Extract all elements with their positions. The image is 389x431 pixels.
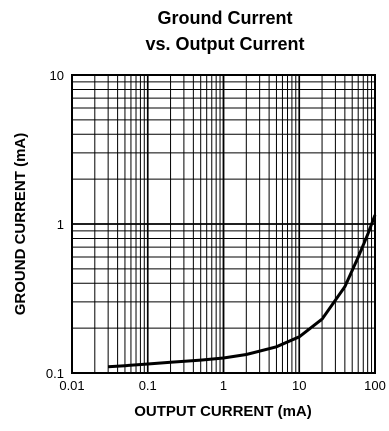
x-tick-label: 10 — [292, 378, 306, 393]
x-tick-label: 0.01 — [59, 378, 84, 393]
x-tick-label: 0.1 — [139, 378, 157, 393]
x-axis-label: OUTPUT CURRENT (mA) — [134, 403, 312, 420]
x-tick-labels: 0.01 0.1 1 10 100 — [59, 378, 386, 393]
y-tick-label: 1 — [57, 217, 64, 232]
series-line — [108, 214, 377, 369]
x-tick-label: 100 — [364, 378, 386, 393]
y-tick-label: 0.1 — [46, 366, 64, 381]
y-axis-label: GROUND CURRENT (mA) — [12, 133, 29, 316]
grid — [71, 74, 376, 374]
chart-subtitle: vs. Output Current — [145, 34, 304, 54]
x-tick-label: 1 — [220, 378, 227, 393]
chart-title: Ground Current — [158, 8, 293, 28]
y-tick-labels: 0.1 1 10 — [46, 68, 64, 381]
y-tick-label: 10 — [50, 68, 64, 83]
plot-frame — [71, 74, 376, 374]
